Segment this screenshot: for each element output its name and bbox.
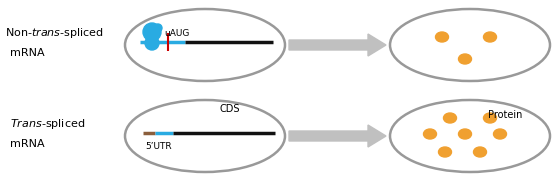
Ellipse shape xyxy=(459,54,471,64)
Text: mRNA: mRNA xyxy=(10,139,45,149)
Text: 5’UTR: 5’UTR xyxy=(145,142,172,151)
FancyArrow shape xyxy=(289,125,386,147)
Ellipse shape xyxy=(494,129,506,139)
Ellipse shape xyxy=(439,147,452,157)
Ellipse shape xyxy=(474,147,486,157)
Ellipse shape xyxy=(435,32,449,42)
Ellipse shape xyxy=(459,129,471,139)
Ellipse shape xyxy=(444,113,456,123)
Ellipse shape xyxy=(423,129,437,139)
Text: Protein: Protein xyxy=(488,110,522,120)
Text: uAUG: uAUG xyxy=(164,29,189,38)
Ellipse shape xyxy=(484,32,496,42)
Text: Non-$\it{trans}$-spliced: Non-$\it{trans}$-spliced xyxy=(5,26,104,40)
Ellipse shape xyxy=(484,113,496,123)
Circle shape xyxy=(154,24,162,32)
FancyArrow shape xyxy=(289,34,386,56)
Circle shape xyxy=(145,36,159,50)
Text: $\it{Trans}$-spliced: $\it{Trans}$-spliced xyxy=(10,117,85,131)
Text: CDS: CDS xyxy=(220,104,240,114)
Circle shape xyxy=(143,23,161,41)
Text: mRNA: mRNA xyxy=(10,48,45,58)
